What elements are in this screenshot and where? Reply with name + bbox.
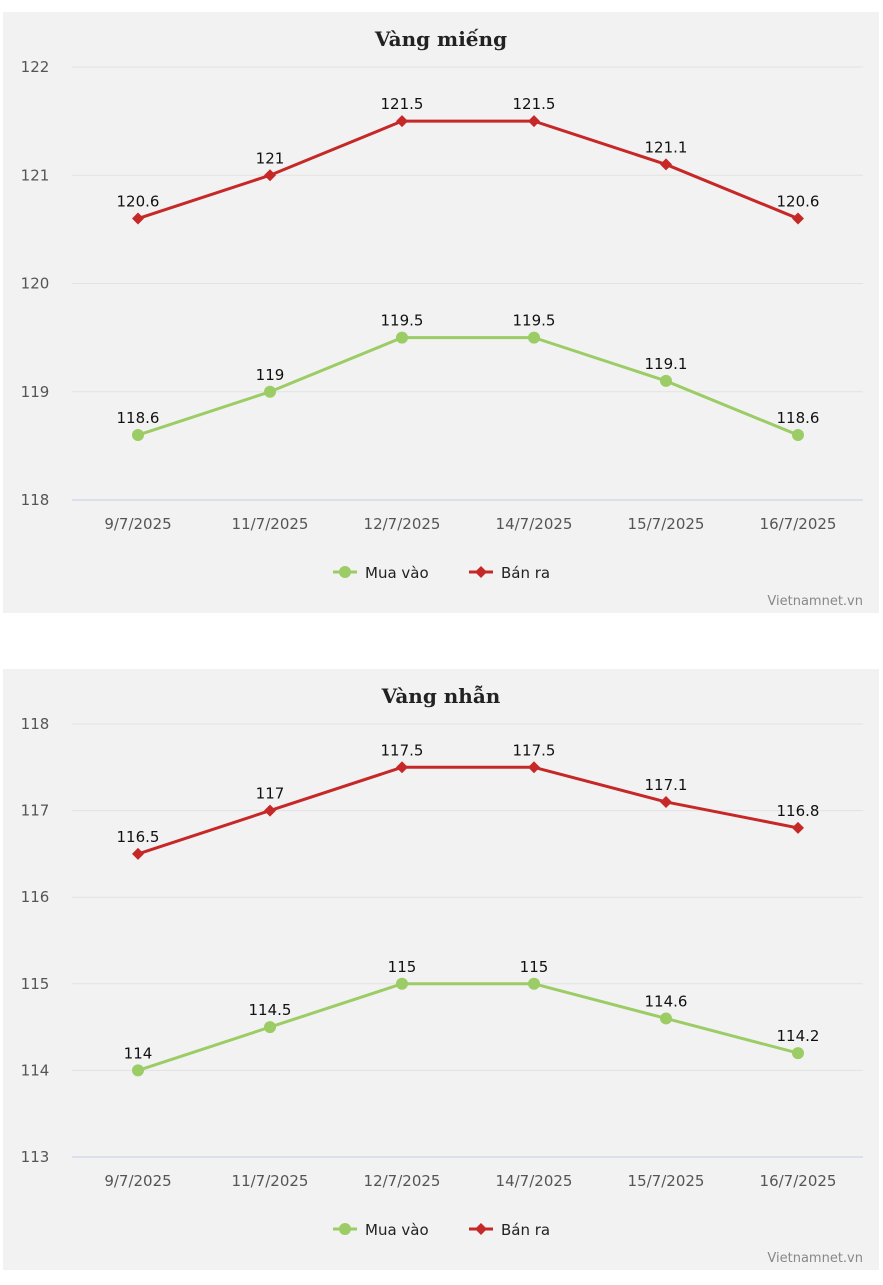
y-tick-label: 119	[21, 383, 50, 401]
series-line-mua-vao	[137, 982, 799, 1072]
data-label: 114.5	[249, 1001, 292, 1019]
chart-panel-vang-mieng: Vàng miếng 118 119 120 121 122 9/7/2025 11/7/2…	[3, 12, 879, 613]
data-point[interactable]	[528, 331, 540, 344]
credit-text[interactable]: Vietnamnet.vn	[767, 594, 863, 609]
data-point[interactable]	[132, 212, 144, 225]
y-tick-label: 114	[21, 1061, 50, 1079]
y-tick-label: 121	[21, 166, 50, 184]
data-point[interactable]	[396, 115, 408, 128]
legend-marker	[339, 566, 351, 578]
data-point[interactable]	[792, 821, 804, 834]
chart-title: Vàng miếng	[374, 27, 507, 51]
data-point[interactable]	[792, 1047, 804, 1060]
data-point[interactable]	[528, 761, 540, 774]
data-label: 121.5	[513, 95, 556, 113]
data-label: 115	[388, 958, 417, 976]
legend-item-ban-ra[interactable]: Bán ra	[469, 564, 550, 582]
data-label: 117.1	[645, 776, 688, 794]
data-point[interactable]	[132, 429, 144, 442]
data-point[interactable]	[660, 1012, 672, 1025]
data-label: 118.6	[777, 409, 820, 427]
data-label: 119.1	[645, 355, 688, 373]
data-point[interactable]	[396, 331, 408, 344]
data-label: 119	[256, 366, 285, 384]
y-tick-label: 122	[21, 58, 50, 76]
data-label: 117	[256, 785, 285, 803]
legend-marker	[475, 566, 487, 578]
data-point[interactable]	[528, 977, 540, 990]
x-tick-label: 15/7/2025	[628, 1172, 705, 1190]
x-tick-label: 16/7/2025	[760, 1172, 837, 1190]
x-tick-label: 14/7/2025	[496, 1172, 573, 1190]
legend-item-mua-vao[interactable]: Mua vào	[333, 564, 429, 582]
data-label: 117.5	[513, 741, 556, 759]
x-tick-label: 12/7/2025	[364, 1172, 441, 1190]
legend-marker	[475, 1223, 487, 1235]
data-label: 120.6	[117, 193, 160, 211]
data-point[interactable]	[264, 385, 276, 398]
x-tick-label: 9/7/2025	[104, 515, 171, 533]
data-label: 114.6	[645, 992, 688, 1010]
chart-title: Vàng nhẫn	[381, 684, 501, 708]
legend-label: Mua vào	[365, 1221, 429, 1239]
data-point[interactable]	[528, 115, 540, 128]
line-chart-vang-mieng: Vàng miếng 118 119 120 121 122 9/7/2025 11/7/2…	[21, 27, 863, 609]
x-tick-label: 9/7/2025	[104, 1172, 171, 1190]
data-label: 115	[520, 958, 549, 976]
data-point[interactable]	[792, 212, 804, 225]
x-tick-label: 15/7/2025	[628, 515, 705, 533]
data-point[interactable]	[132, 847, 144, 860]
chart-panel-vang-nhan: Vàng nhẫn 113 114 115 116 117 118 9/7/2025 11/7…	[3, 669, 879, 1270]
legend-label: Bán ra	[501, 1221, 550, 1239]
y-tick-label: 120	[21, 275, 50, 293]
line-chart-vang-nhan: Vàng nhẫn 113 114 115 116 117 118 9/7/2025 11/7…	[21, 684, 863, 1266]
y-tick-label: 117	[21, 802, 50, 820]
data-label: 119.5	[513, 312, 556, 330]
x-tick-label: 12/7/2025	[364, 515, 441, 533]
credit-text[interactable]: Vietnamnet.vn	[767, 1251, 863, 1266]
data-point[interactable]	[132, 1064, 144, 1077]
series-line-ban-ra	[137, 765, 799, 856]
data-point[interactable]	[660, 374, 672, 387]
y-tick-label: 115	[21, 975, 50, 993]
data-label: 121	[256, 149, 285, 167]
data-point[interactable]	[660, 158, 672, 171]
y-tick-label: 118	[21, 491, 50, 509]
legend-label: Mua vào	[365, 564, 429, 582]
data-label: 116.8	[777, 802, 820, 820]
series-line-ban-ra	[137, 119, 799, 220]
data-point[interactable]	[264, 169, 276, 182]
series-line-mua-vao	[137, 336, 799, 437]
data-label: 120.6	[777, 193, 820, 211]
data-label: 114.2	[777, 1027, 820, 1045]
y-tick-label: 113	[21, 1148, 50, 1166]
x-tick-label: 16/7/2025	[760, 515, 837, 533]
y-tick-label: 118	[21, 715, 50, 733]
y-tick-label: 116	[21, 888, 50, 906]
data-label: 119.5	[381, 312, 424, 330]
legend-item-ban-ra[interactable]: Bán ra	[469, 1221, 550, 1239]
data-label: 118.6	[117, 409, 160, 427]
data-label: 114	[124, 1044, 153, 1062]
data-point[interactable]	[264, 804, 276, 817]
legend-marker	[339, 1223, 351, 1235]
legend-label: Bán ra	[501, 564, 550, 582]
data-point[interactable]	[396, 761, 408, 774]
x-tick-label: 11/7/2025	[232, 515, 309, 533]
data-point[interactable]	[396, 977, 408, 990]
data-label: 121.5	[381, 95, 424, 113]
data-point[interactable]	[792, 429, 804, 442]
x-tick-label: 11/7/2025	[232, 1172, 309, 1190]
data-label: 116.5	[117, 828, 160, 846]
data-label: 117.5	[381, 741, 424, 759]
data-point[interactable]	[264, 1021, 276, 1034]
data-point[interactable]	[660, 795, 672, 808]
x-tick-label: 14/7/2025	[496, 515, 573, 533]
legend-item-mua-vao[interactable]: Mua vào	[333, 1221, 429, 1239]
data-label: 121.1	[645, 138, 688, 156]
